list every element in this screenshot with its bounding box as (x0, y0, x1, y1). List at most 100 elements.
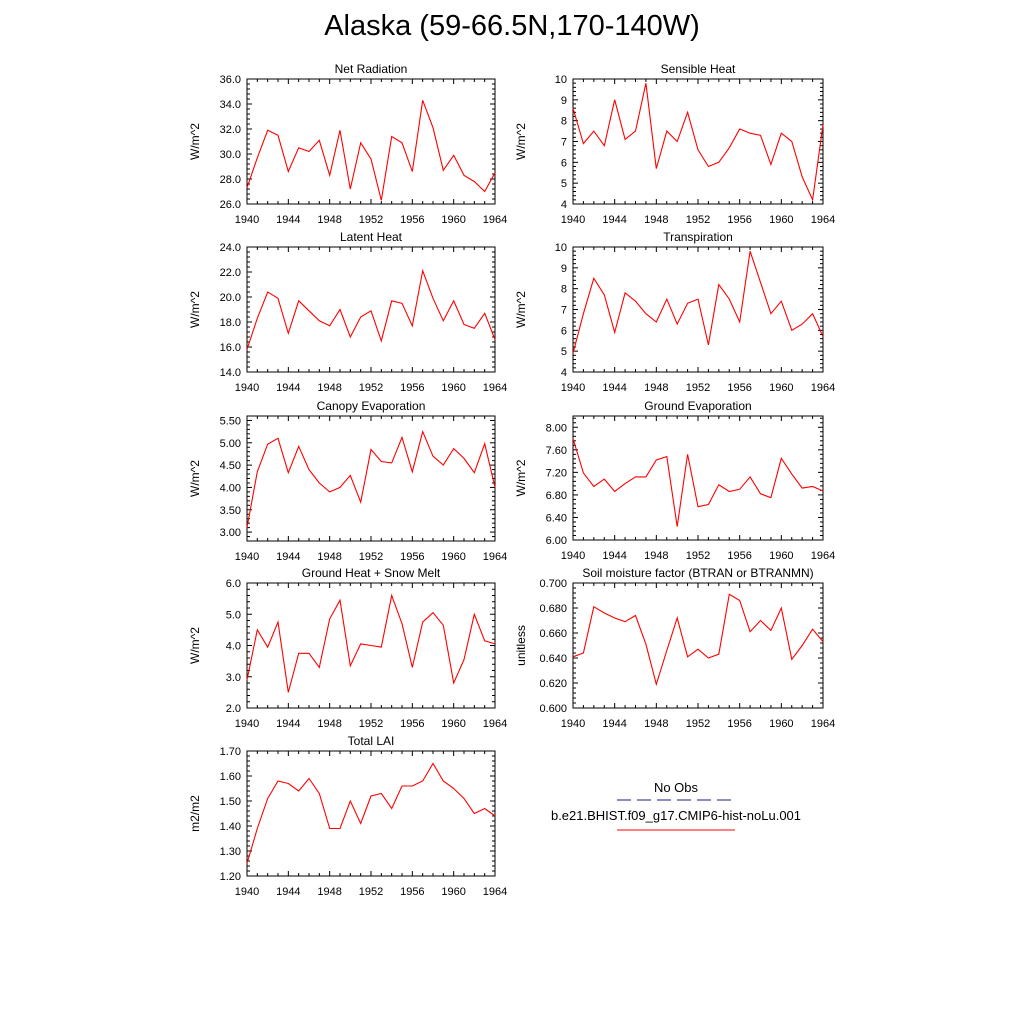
y-tick-label: 0.620 (539, 678, 567, 690)
x-tick-label: 1956 (727, 550, 751, 562)
chart-title: Latent Heat (340, 230, 403, 244)
chart-title: Soil moisture factor (BTRAN or BTRANMN) (582, 566, 813, 580)
y-tick-label: 5.0 (226, 609, 241, 621)
y-tick-label: 0.600 (539, 703, 567, 715)
x-tick-label: 1964 (483, 551, 507, 563)
x-tick-label: 1940 (235, 382, 259, 394)
y-tick-label: 6 (561, 157, 567, 169)
x-tick-label: 1956 (727, 214, 751, 226)
plot-frame (572, 415, 824, 541)
x-tick-label: 1956 (400, 886, 424, 898)
y-tick-label: 7.20 (546, 467, 567, 479)
x-tick-label: 1944 (276, 382, 300, 394)
y-tick-label: 5 (561, 178, 567, 190)
y-tick-label: 6 (561, 325, 567, 337)
x-tick-label: 1964 (483, 214, 507, 226)
chart-panel-6: Ground Evaporation W/m^2 1940 1944 1948 1952 1… (514, 399, 835, 562)
y-tick-label: 6.00 (546, 535, 567, 547)
plot-frame (246, 750, 496, 877)
y-tick-label: 6.80 (546, 490, 567, 502)
plot-frame (572, 582, 824, 709)
x-tick-label: 1940 (235, 718, 259, 730)
x-tick-label: 1960 (441, 886, 465, 898)
y-axis-label: m2/m2 (188, 795, 202, 832)
y-tick-label: 2.0 (226, 703, 241, 715)
x-tick-label: 1956 (400, 382, 424, 394)
x-tick-label: 1948 (317, 886, 341, 898)
series-line (246, 429, 496, 528)
x-tick-label: 1952 (359, 382, 383, 394)
x-tick-label: 1952 (686, 550, 710, 562)
x-tick-label: 1964 (811, 718, 835, 730)
y-tick-label: 9 (561, 95, 567, 107)
x-tick-label: 1952 (359, 551, 383, 563)
y-tick-label: 3.0 (226, 672, 241, 684)
x-tick-label: 1948 (317, 551, 341, 563)
y-axis-label: W/m^2 (514, 123, 528, 160)
y-axis-label: W/m^2 (514, 459, 528, 496)
x-tick-label: 1964 (811, 550, 835, 562)
legend: No Obs b.e21.BHIST.f09_g17.CMIP6-hist-noL… (551, 780, 801, 831)
x-tick-label: 1952 (359, 718, 383, 730)
series-line (572, 593, 824, 687)
y-tick-label: 5 (561, 346, 567, 358)
x-tick-label: 1948 (644, 214, 668, 226)
y-tick-label: 0.680 (539, 603, 567, 615)
y-tick-label: 36.0 (220, 74, 241, 86)
y-tick-label: 22.0 (220, 267, 241, 279)
chart-panel-4: Transpiration W/m^2 1940 1944 1948 1952 1956 19… (514, 230, 835, 394)
y-tick-label: 1.30 (220, 846, 241, 858)
y-tick-label: 0.700 (539, 578, 567, 590)
chart-title: Transpiration (663, 230, 733, 244)
y-tick-label: 0.640 (539, 653, 567, 665)
x-tick-label: 1960 (441, 718, 465, 730)
x-tick-label: 1952 (686, 718, 710, 730)
x-tick-label: 1940 (235, 214, 259, 226)
y-axis-label: W/m^2 (188, 291, 202, 328)
x-tick-label: 1948 (317, 214, 341, 226)
x-tick-label: 1940 (561, 718, 585, 730)
page-title: Alaska (59-66.5N,170-140W) (324, 10, 700, 42)
y-axis-label: W/m^2 (514, 291, 528, 328)
legend-label-model: b.e21.BHIST.f09_g17.CMIP6-hist-noLu.001 (551, 808, 801, 823)
x-tick-label: 1952 (359, 214, 383, 226)
y-axis-label: W/m^2 (188, 460, 202, 497)
x-tick-label: 1940 (561, 214, 585, 226)
x-tick-label: 1944 (276, 718, 300, 730)
chart-title: Net Radiation (335, 62, 408, 76)
y-tick-label: 32.0 (220, 124, 241, 136)
y-tick-label: 5.50 (220, 415, 241, 427)
y-tick-label: 6.0 (226, 578, 241, 590)
chart-panel-1: Net Radiation W/m^2 1940 1944 1948 1952 1956 19… (188, 62, 507, 226)
plot-frame (246, 78, 496, 205)
y-tick-label: 4.50 (220, 460, 241, 472)
chart-title: Canopy Evaporation (317, 399, 426, 413)
chart-panel-7: Ground Heat + Snow Melt W/m^2 1940 1944 1948… (188, 566, 507, 730)
y-tick-label: 1.20 (220, 871, 241, 883)
chart-title: Total LAI (348, 734, 395, 748)
series-line (572, 438, 824, 527)
x-tick-label: 1944 (276, 214, 300, 226)
plot-frame (572, 246, 824, 373)
x-tick-label: 1956 (400, 214, 424, 226)
y-tick-label: 4.00 (220, 482, 241, 494)
legend-label-no-obs: No Obs (654, 780, 699, 795)
x-tick-label: 1960 (769, 550, 793, 562)
x-tick-label: 1952 (359, 886, 383, 898)
chart-title: Ground Evaporation (644, 399, 751, 413)
x-tick-label: 1952 (686, 214, 710, 226)
x-tick-label: 1964 (483, 382, 507, 394)
y-tick-label: 34.0 (220, 99, 241, 111)
series-line (246, 593, 496, 693)
y-tick-label: 16.0 (220, 342, 241, 354)
x-tick-label: 1944 (602, 550, 626, 562)
x-tick-label: 1964 (483, 718, 507, 730)
chart-panel-8: Soil moisture factor (BTRAN or BTRANMN) u… (514, 566, 835, 730)
y-tick-label: 30.0 (220, 149, 241, 161)
x-tick-label: 1940 (235, 551, 259, 563)
y-tick-label: 7 (561, 305, 567, 317)
chart-title: Sensible Heat (661, 62, 736, 76)
x-tick-label: 1948 (644, 382, 668, 394)
x-tick-label: 1940 (235, 886, 259, 898)
